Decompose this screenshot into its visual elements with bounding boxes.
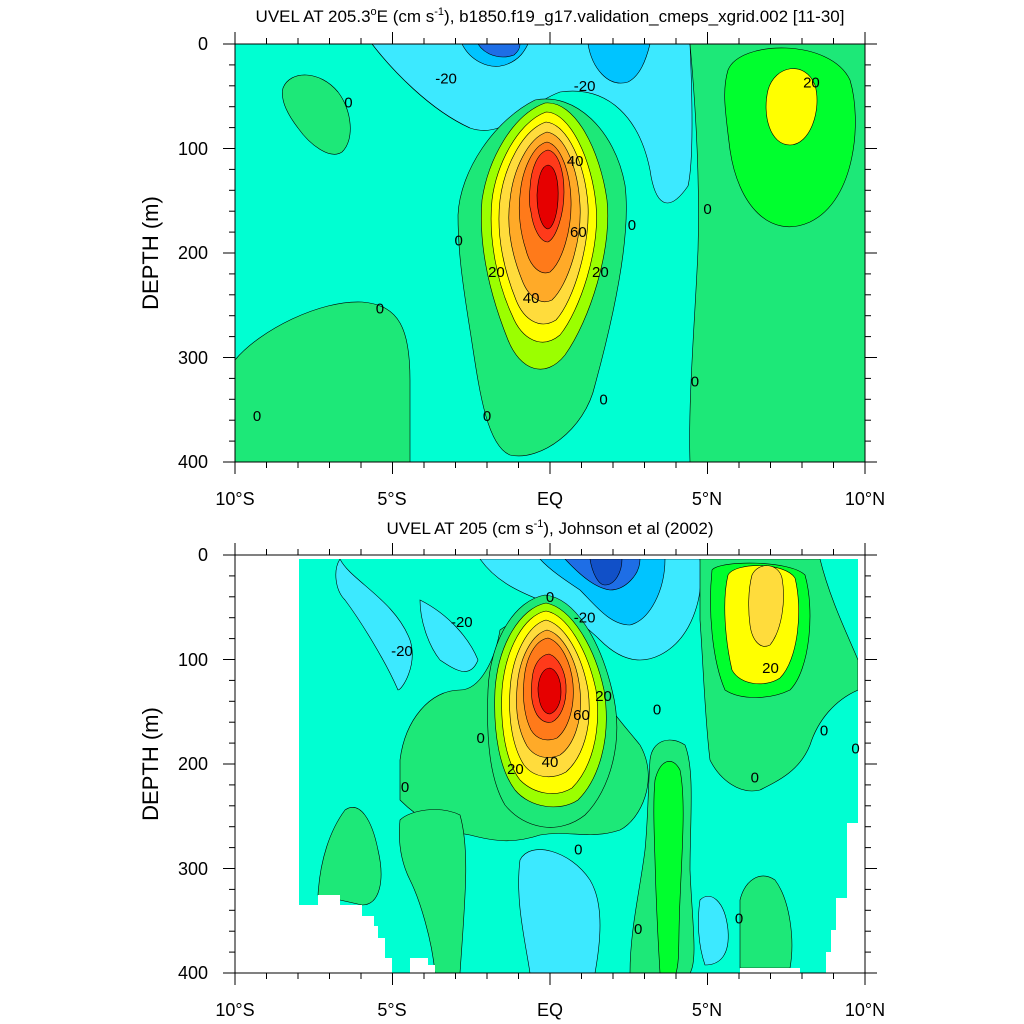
contour-label-4: 40 <box>567 153 584 170</box>
panel1-contour-jet-70 <box>536 164 559 230</box>
panel2-ytick-400: 400 <box>178 963 208 983</box>
panel2-contour-lightgreen-east <box>653 761 684 973</box>
panel1-xtick-10n: 10°N <box>845 489 885 509</box>
contour-label-10: 20 <box>592 264 609 281</box>
panel2-axis-ticks <box>223 543 877 985</box>
panel1-ylabel: DEPTH (m) <box>138 196 163 310</box>
panel1-xtick-5s: 5°S <box>377 489 406 509</box>
contour-label-8: 0 <box>820 723 828 740</box>
contour-label-11: 20 <box>507 761 524 778</box>
panel1-plot-area <box>235 44 865 462</box>
panel1-contour-westward-core2 <box>587 44 651 84</box>
panel1-contour-west-blob <box>282 74 351 155</box>
panel2-plot-area <box>299 559 858 973</box>
contour-label-15: 0 <box>574 842 582 859</box>
contour-label-6: 0 <box>653 702 661 719</box>
panel2-xtick-10s: 10°S <box>215 1000 254 1020</box>
panel2-contour-labels: 0 -20 -20 -20 20 20 0 60 0 0 0 20 40 0 0 0 0 0 <box>391 589 860 938</box>
panel2-y-tick-labels: 0 100 200 300 400 <box>178 545 208 983</box>
panel2-contour-negative-core3 <box>589 559 623 586</box>
contour-label-1: -20 <box>574 610 596 627</box>
panel2-xtick-5s: 5°S <box>377 1000 406 1020</box>
contour-label-13: 0 <box>751 770 759 787</box>
contour-label-7: 60 <box>573 707 590 724</box>
panel1-contour-southwest <box>235 301 411 462</box>
panel2-contour-green-west <box>317 807 382 906</box>
contour-label-3: -20 <box>391 643 413 660</box>
contour-label-1: -20 <box>574 78 596 95</box>
contour-label-10: 0 <box>851 740 859 757</box>
panel1-xtick-5n: 5°N <box>692 489 722 509</box>
panel1-contour-east-20 <box>765 68 818 146</box>
panel2-ytick-300: 300 <box>178 859 208 879</box>
panel2-contour-gold-ne <box>748 565 784 647</box>
panel2-xtick-eq: EQ <box>537 1000 563 1020</box>
contour-label-15: 0 <box>483 408 491 425</box>
panel2-contour-green-lowwest <box>399 809 467 973</box>
panel2-xtick-5n: 5°N <box>692 1000 722 1020</box>
contour-label-17: 0 <box>634 921 642 938</box>
contour-label-0: -20 <box>435 70 457 87</box>
panel2-ytick-0: 0 <box>198 545 208 565</box>
contour-label-14: 0 <box>599 391 607 408</box>
contour-label-6: 0 <box>703 201 711 218</box>
contour-label-12: 0 <box>376 300 384 317</box>
contour-label-5: 60 <box>570 224 587 241</box>
panel1-ytick-0: 0 <box>198 34 208 54</box>
contour-label-8: 0 <box>454 232 462 249</box>
panel2-title: UVEL AT 205 (cm s-1), Johnson et al (200… <box>387 518 714 538</box>
panel1-y-tick-labels: 0 100 200 300 400 <box>178 34 208 472</box>
panel1-contour-line-a <box>371 44 471 129</box>
contour-label-16: 0 <box>735 911 743 928</box>
panel1-x-tick-labels: 10°S 5°S EQ 5°N 10°N <box>215 489 885 509</box>
contour-label-4: 20 <box>762 660 779 677</box>
panel1-ytick-300: 300 <box>178 348 208 368</box>
contour-label-9: 0 <box>477 730 485 747</box>
panel2-xtick-10n: 10°N <box>845 1000 885 1020</box>
contour-label-2: -20 <box>451 614 473 631</box>
panel2-contour-deep-cyan2 <box>698 895 729 966</box>
contour-label-12: 40 <box>542 754 559 771</box>
panel1-axis-ticks <box>223 32 877 474</box>
panel2-contour-deep-cyan1 <box>518 849 601 973</box>
contour-label-13: 0 <box>691 374 699 391</box>
panel1-contour-westward-core3 <box>477 44 521 58</box>
contour-label-11: 40 <box>523 290 540 307</box>
panel1-xtick-10s: 10°S <box>215 489 254 509</box>
panel2-ytick-100: 100 <box>178 650 208 670</box>
contour-label-0: 0 <box>546 589 554 606</box>
contour-label-9: 20 <box>488 264 505 281</box>
panel1-xtick-eq: EQ <box>537 489 563 509</box>
panel2-contour-jet-70 <box>537 667 562 715</box>
contour-label-5: 20 <box>595 688 612 705</box>
panel1-contour-labels: -20 -20 0 20 40 60 0 0 0 20 20 40 0 0 0 0 0 <box>253 70 820 425</box>
panel2-contour-green-eastdeep <box>739 875 793 969</box>
panel1-ytick-200: 200 <box>178 243 208 263</box>
contour-label-2: 0 <box>344 95 352 112</box>
contour-label-3: 20 <box>803 75 820 92</box>
panel1-title: UVEL AT 205.3oE (cm s-1), b1850.f19_g17.… <box>256 6 845 26</box>
panel1-ytick-100: 100 <box>178 139 208 159</box>
contour-label-14: 0 <box>401 779 409 796</box>
contour-label-16: 0 <box>253 408 261 425</box>
panel2-x-tick-labels: 10°S 5°S EQ 5°N 10°N <box>215 1000 885 1020</box>
panel2-contour-west-negative <box>335 559 479 691</box>
panel2-ytick-200: 200 <box>178 754 208 774</box>
panel1-ytick-400: 400 <box>178 452 208 472</box>
contour-label-7: 0 <box>628 217 636 234</box>
panel2-ylabel: DEPTH (m) <box>138 707 163 821</box>
